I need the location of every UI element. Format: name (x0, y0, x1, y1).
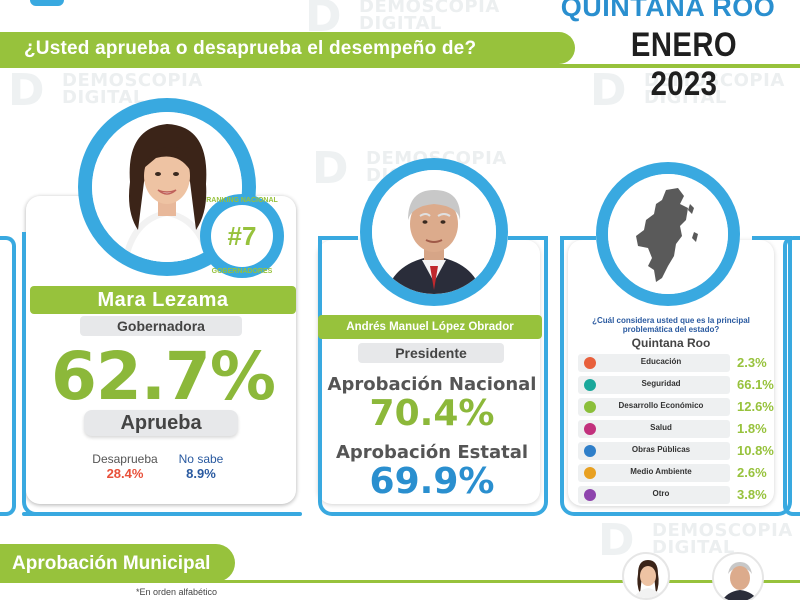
governor-role: Gobernadora (80, 316, 242, 336)
issue-icon (584, 357, 596, 369)
card-accent (22, 512, 302, 516)
issue-value: 66.1% (737, 377, 774, 392)
dont-know-value: 8.9% (186, 466, 216, 481)
brand-logo (30, 0, 64, 6)
issue-label: Seguridad (641, 379, 681, 388)
issue-label: Desarrollo Económico (618, 401, 704, 410)
candidate-avatar (622, 552, 670, 600)
national-approval-value: 70.4% (369, 393, 495, 434)
approval-label: Aprueba (84, 410, 238, 436)
issue-icon (584, 445, 596, 457)
dont-know-label: No sabe (178, 452, 224, 466)
divider (0, 64, 800, 68)
card-accent (560, 236, 792, 516)
person-icon (372, 170, 496, 294)
issue-value: 10.8% (737, 443, 774, 458)
ranking-badge-top: RANKING NACIONAL (206, 197, 278, 204)
state-title: QUINTANA ROO (560, 0, 776, 22)
ranking-badge-bottom: GOBERNADORES (211, 268, 273, 275)
card-accent (318, 236, 548, 516)
ranking-number: #7 (227, 221, 257, 251)
frame-edge (0, 236, 16, 516)
issue-icon (584, 379, 596, 391)
issue-row: Seguridad (578, 376, 730, 394)
issues-question: ¿Cuál considera usted que es la principa… (592, 316, 750, 334)
person-icon (633, 560, 663, 598)
issue-label: Obras Públicas (631, 445, 691, 454)
issue-row: Salud (578, 420, 730, 438)
municipal-banner (0, 544, 235, 582)
person-icon (722, 562, 758, 600)
president-avatar (372, 170, 496, 294)
card-accent (508, 236, 548, 240)
issues-state-label: Quintana Roo (631, 336, 711, 350)
divider (0, 580, 800, 583)
issue-value: 2.6% (737, 465, 767, 480)
state-map (608, 174, 728, 294)
issue-value: 12.6% (737, 399, 774, 414)
ranking-badge-inner (211, 205, 273, 267)
governor-approval: 62.7% (51, 338, 276, 415)
issue-value: 1.8% (737, 421, 767, 436)
issue-label: Salud (650, 423, 672, 432)
question-banner (0, 32, 575, 64)
president-name: Andrés Manuel López Obrador (318, 315, 542, 339)
governor-name: Mara Lezama (30, 286, 296, 314)
issue-row: Educación (578, 354, 730, 372)
date-title: ENERO 2023 (630, 26, 738, 103)
state-approval-label: Aprobación Estatal (335, 442, 529, 463)
issue-row: Desarrollo Económico (578, 398, 730, 416)
disapprove-value: 28.4% (106, 466, 144, 481)
issue-row: Obras Públicas (578, 442, 730, 460)
card-accent (318, 236, 358, 240)
municipal-title: Aprobación Municipal (12, 553, 211, 574)
issue-label: Educación (640, 357, 682, 366)
issue-row: Medio Ambiente (578, 464, 730, 482)
disapprove-label: Desaprueba (92, 452, 158, 466)
state-approval-value: 69.9% (369, 461, 495, 502)
issue-icon (584, 401, 596, 413)
alphabetical-note: *En orden alfabético (136, 587, 218, 597)
issue-label: Medio Ambiente (630, 467, 692, 476)
issue-icon (584, 423, 596, 435)
issue-label: Otro (652, 489, 670, 498)
card-accent (560, 236, 596, 240)
question-text: ¿Usted aprueba o desaprueba el desempeño… (24, 38, 477, 59)
issue-icon (584, 489, 596, 501)
card-accent (752, 236, 792, 240)
national-approval-label: Aprobación Nacional (327, 374, 537, 395)
issue-value: 2.3% (737, 355, 767, 370)
candidate-avatar (712, 552, 764, 600)
president-role: Presidente (358, 343, 504, 363)
issue-row: Otro (578, 486, 730, 504)
issue-icon (584, 467, 596, 479)
map-icon (608, 174, 728, 294)
issue-value: 3.8% (737, 487, 767, 502)
